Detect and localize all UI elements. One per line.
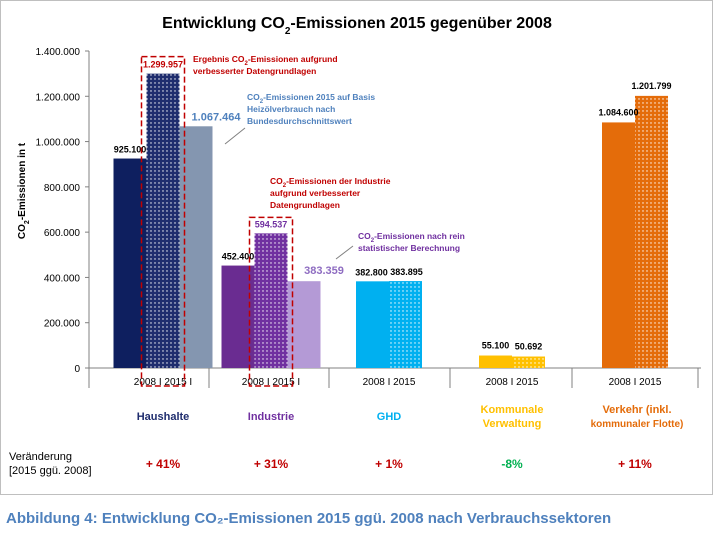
emissions-bar-chart: Entwicklung CO2-Emissionen 2015 gegenübe… bbox=[9, 15, 701, 477]
y-tick-label: 600.000 bbox=[44, 228, 81, 239]
annotation-industrie-datengrundlagen: CO2-Emissionen der Industrie bbox=[270, 176, 391, 189]
chart-frame: Entwicklung CO2-Emissionen 2015 gegenübe… bbox=[0, 0, 713, 495]
y-tick-label: 200.000 bbox=[44, 319, 81, 330]
data-label: 55.100 bbox=[482, 341, 510, 351]
category-name-2: GHD bbox=[377, 411, 402, 423]
data-label: 1.201.799 bbox=[631, 81, 671, 91]
annotation-industrie-statistisch: CO2-Emissionen nach rein bbox=[358, 231, 465, 244]
annotation-industrie-datengrundlagen: aufgrund verbesserter bbox=[270, 188, 361, 198]
annotation-haushalte-basis: CO2-Emissionen 2015 auf Basis bbox=[247, 92, 375, 105]
bar-pattern-overlay bbox=[512, 356, 545, 368]
change-percent-1: + 31% bbox=[254, 457, 289, 471]
bar-pattern-overlay bbox=[389, 281, 422, 368]
y-tick-label: 800.000 bbox=[44, 183, 81, 194]
bar-ghd-2008 bbox=[356, 281, 389, 368]
change-percent-0: + 41% bbox=[146, 457, 181, 471]
y-tick-label: 400.000 bbox=[44, 273, 81, 284]
bar-haushalte-2015 bbox=[179, 126, 213, 368]
bar-pattern-overlay bbox=[146, 73, 180, 369]
annotation-leader-line bbox=[224, 127, 246, 145]
annotation-haushalte-basis: Bundesdurchschnittswert bbox=[247, 116, 352, 126]
data-label: 1.299.957 bbox=[143, 60, 183, 70]
y-tick-label: 1.000.000 bbox=[36, 138, 81, 149]
y-axis-label: CO2-Emissionen in t bbox=[17, 142, 31, 239]
data-label: 382.800 bbox=[355, 267, 388, 277]
data-label: 925.100 bbox=[114, 145, 147, 155]
category-name-3: Verwaltung bbox=[483, 418, 542, 430]
annotation-haushalte-basis: Heizölverbrauch nach bbox=[247, 104, 335, 114]
data-label: 452.400 bbox=[222, 252, 255, 262]
highlight-box-haushalte bbox=[140, 55, 186, 387]
change-percent-4: + 11% bbox=[618, 457, 652, 471]
bar-industrie-2008 bbox=[221, 265, 255, 368]
annotation-industrie-datengrundlagen: Datengrundlagen bbox=[270, 200, 340, 210]
bar-pattern-overlay bbox=[635, 95, 668, 369]
data-label: 50.692 bbox=[515, 342, 543, 352]
highlight-box-industrie bbox=[248, 216, 294, 387]
bar-pattern-overlay bbox=[254, 233, 288, 368]
change-percent-2: + 1% bbox=[375, 457, 403, 471]
category-name-1: Industrie bbox=[248, 411, 294, 423]
data-label: 383.359 bbox=[304, 265, 344, 277]
category-name-4: Verkehr (inkl. bbox=[602, 404, 671, 416]
change-percent-3: -8% bbox=[501, 457, 523, 471]
x-tick-label: 2008 I 2015 bbox=[486, 377, 539, 388]
category-name-3: Kommunale bbox=[481, 404, 544, 416]
annotation-haushalte-datengrundlagen: Ergebnis CO2-Emissionen aufgrund bbox=[193, 54, 338, 67]
data-label: 594.537 bbox=[255, 219, 288, 229]
data-label: 1.067.464 bbox=[192, 111, 242, 123]
change-row-label: [2015 ggü. 2008] bbox=[9, 465, 92, 477]
annotation-leader-line bbox=[335, 245, 354, 260]
bar-kommunale-2008 bbox=[479, 355, 512, 368]
data-label: 383.895 bbox=[390, 267, 423, 277]
y-tick-label: 1.200.000 bbox=[36, 92, 81, 103]
x-tick-label: 2008 I 2015 bbox=[363, 377, 416, 388]
x-tick-label: 2008 I 2015 bbox=[609, 377, 662, 388]
x-tick-label: 2008 I 2015 I bbox=[242, 377, 300, 388]
figure-caption: Abbildung 4: Entwicklung CO₂-Emissionen … bbox=[6, 510, 612, 527]
annotation-haushalte-datengrundlagen: verbesserter Datengrundlagen bbox=[193, 66, 316, 76]
change-row-label: Veränderung bbox=[9, 451, 72, 463]
x-tick-label: 2008 I 2015 I bbox=[134, 377, 192, 388]
category-name-0: Haushalte bbox=[137, 411, 190, 423]
y-tick-label: 0 bbox=[74, 364, 80, 375]
data-label: 1.084.600 bbox=[598, 107, 638, 117]
y-tick-label: 1.400.000 bbox=[36, 47, 81, 58]
chart-title: Entwicklung CO2-Emissionen 2015 gegenübe… bbox=[162, 15, 552, 37]
annotation-industrie-statistisch: statistischer Berechnung bbox=[358, 243, 460, 253]
bar-verkehr-2008 bbox=[602, 122, 635, 368]
category-name-4: kommunaler Flotte) bbox=[591, 419, 684, 430]
